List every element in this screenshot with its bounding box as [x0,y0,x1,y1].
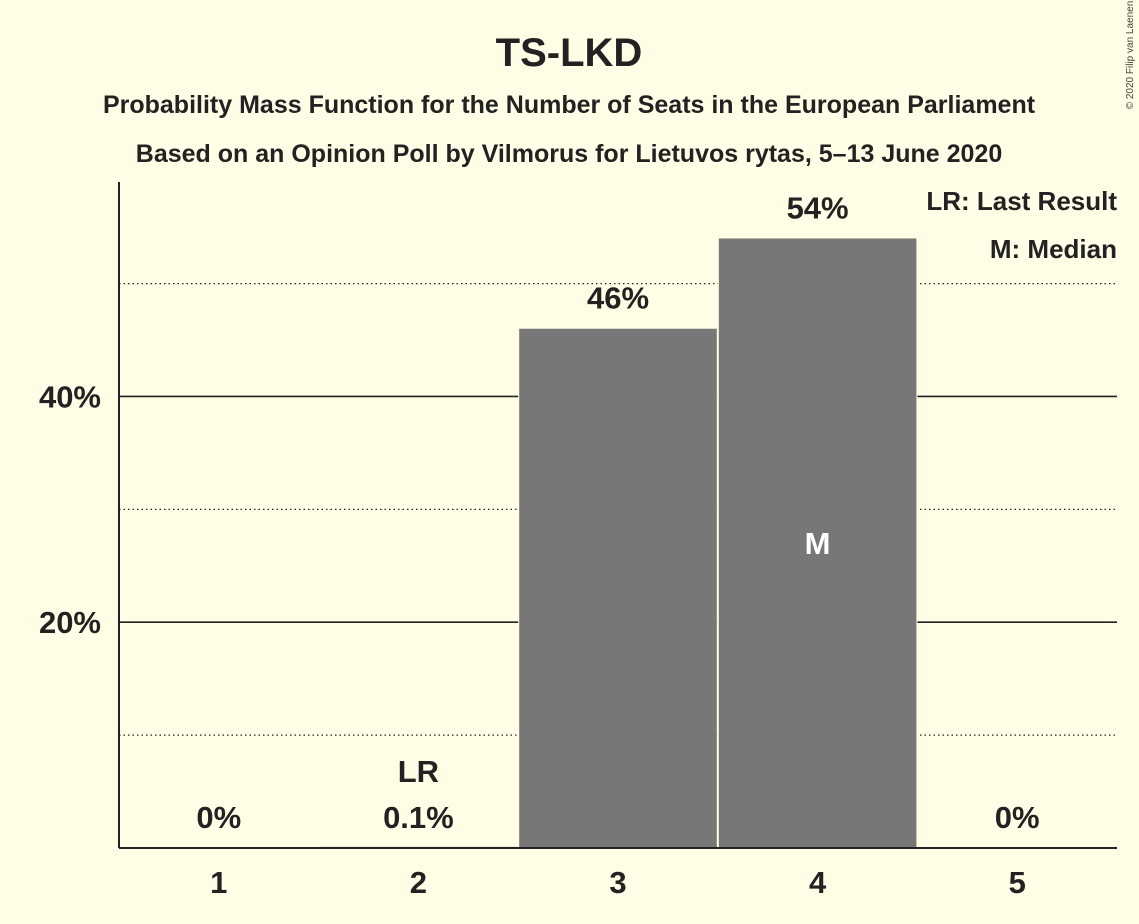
bars [318,238,918,849]
median-marker: M [805,526,831,561]
bar-labels: 0% 0.1% LR 46% 54% M 0% [193,187,1042,838]
legend-last-result: LR: Last Result [926,186,1117,216]
chart-subtitle-line-1: Probability Mass Function for the Number… [103,91,1036,119]
x-tick-label-4: 5 [1009,865,1026,900]
value-label-2: 46% [587,281,649,316]
chart-subtitle-line-2: Based on an Opinion Poll by Vilmorus for… [136,140,1002,168]
x-tick-label-3: 4 [809,865,827,900]
x-tick-label-0: 1 [210,865,227,900]
x-tick-label-2: 3 [609,865,626,900]
axes: 20% 40% 1 2 3 4 5 [39,182,1117,900]
y-tick-label-0: 20% [39,605,101,640]
y-tick-label-1: 40% [39,379,101,414]
value-label-1: 0.1% [383,800,454,835]
last-result-marker: LR [398,754,439,789]
chart-title: TS-LKD [496,31,643,75]
legend-median: M: Median [990,234,1117,264]
value-label-3: 54% [787,190,849,225]
bar-3 [519,328,717,849]
bar-4 [718,238,917,848]
copyright-notice: © 2020 Filip van Laenen [1125,1,1136,110]
value-label-0: 0% [196,800,241,835]
x-tick-label-1: 2 [410,865,427,900]
value-label-4: 0% [995,800,1040,835]
